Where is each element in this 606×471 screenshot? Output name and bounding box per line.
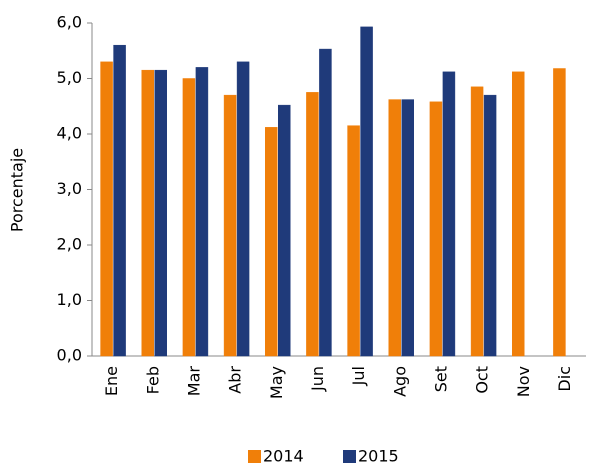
x-tick-label: Jul	[349, 366, 368, 386]
x-tick-label: Abr	[226, 366, 245, 394]
bar	[470, 86, 484, 357]
bar	[401, 99, 414, 357]
x-tick-label: Dic	[555, 366, 574, 392]
x-tick-label: Ene	[102, 366, 121, 396]
x-tick-label: Jun	[308, 366, 327, 392]
legend-label: 2014	[263, 447, 304, 466]
bar	[553, 68, 566, 357]
x-tick-label: Mar	[184, 366, 203, 397]
y-axis-label: Porcentaje	[8, 148, 27, 232]
x-tick-label: Set	[431, 366, 450, 392]
bar	[442, 71, 456, 357]
y-tick-label: 0,0	[57, 346, 82, 365]
x-tick-label: Ago	[390, 366, 409, 397]
x-tick-label: Oct	[473, 366, 492, 394]
x-tick-label: Feb	[143, 366, 162, 394]
y-tick-label: 3,0	[57, 179, 82, 198]
bar	[512, 71, 525, 357]
legend-swatch	[343, 450, 356, 463]
bar	[319, 48, 332, 357]
bar	[236, 61, 250, 357]
x-tick-label: Nov	[514, 366, 533, 397]
bar	[141, 69, 154, 357]
y-tick-label: 4,0	[57, 124, 82, 143]
bar	[113, 44, 126, 357]
legend-swatch	[248, 450, 261, 463]
x-tick-label: May	[267, 366, 286, 399]
y-tick-label: 5,0	[57, 68, 82, 87]
y-tick-label: 1,0	[57, 290, 82, 309]
bar	[360, 26, 373, 357]
bar	[429, 101, 443, 357]
bar	[182, 78, 196, 357]
y-tick-label: 2,0	[57, 235, 82, 254]
bar	[483, 94, 497, 357]
bar	[388, 99, 401, 357]
bar	[100, 61, 113, 357]
bar	[347, 125, 360, 357]
y-tick-label: 6,0	[57, 13, 82, 32]
bar	[265, 127, 278, 357]
bar	[278, 104, 291, 357]
bar	[195, 67, 209, 357]
bar	[223, 94, 237, 357]
legend-label: 2015	[358, 447, 399, 466]
bar	[306, 92, 319, 357]
bar	[154, 69, 167, 357]
